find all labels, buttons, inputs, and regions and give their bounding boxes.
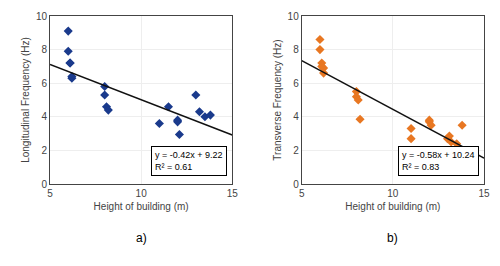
svg-text:8: 8 bbox=[293, 44, 299, 55]
svg-text:5: 5 bbox=[299, 188, 305, 199]
svg-text:2: 2 bbox=[41, 145, 47, 156]
svg-text:Height of building (m): Height of building (m) bbox=[345, 201, 440, 212]
svg-text:6: 6 bbox=[41, 78, 47, 89]
svg-text:15: 15 bbox=[227, 188, 239, 199]
svg-text:a): a) bbox=[136, 231, 147, 245]
svg-text:Longitudinal Frequency (Hz): Longitudinal Frequency (Hz) bbox=[20, 37, 31, 163]
svg-text:15: 15 bbox=[478, 188, 490, 199]
svg-text:4: 4 bbox=[293, 111, 299, 122]
svg-text:y = -0.42x + 9.22R² = 0.61: y = -0.42x + 9.22R² = 0.61 bbox=[155, 150, 223, 172]
svg-text:Height of building (m): Height of building (m) bbox=[94, 201, 189, 212]
svg-text:5: 5 bbox=[47, 188, 53, 199]
svg-text:10: 10 bbox=[387, 188, 399, 199]
svg-text:8: 8 bbox=[41, 44, 47, 55]
svg-text:6: 6 bbox=[293, 78, 299, 89]
svg-text:10: 10 bbox=[288, 11, 300, 22]
svg-text:b): b) bbox=[387, 231, 398, 245]
svg-text:y = -0.58x + 10.24R² = 0.83: y = -0.58x + 10.24R² = 0.83 bbox=[402, 150, 475, 172]
svg-text:4: 4 bbox=[41, 111, 47, 122]
svg-text:0: 0 bbox=[41, 179, 47, 190]
svg-text:10: 10 bbox=[36, 11, 48, 22]
svg-text:0: 0 bbox=[293, 179, 299, 190]
svg-text:2: 2 bbox=[293, 145, 299, 156]
svg-text:10: 10 bbox=[136, 188, 148, 199]
svg-text:Transverse Frequency (Hz): Transverse Frequency (Hz) bbox=[272, 39, 283, 160]
